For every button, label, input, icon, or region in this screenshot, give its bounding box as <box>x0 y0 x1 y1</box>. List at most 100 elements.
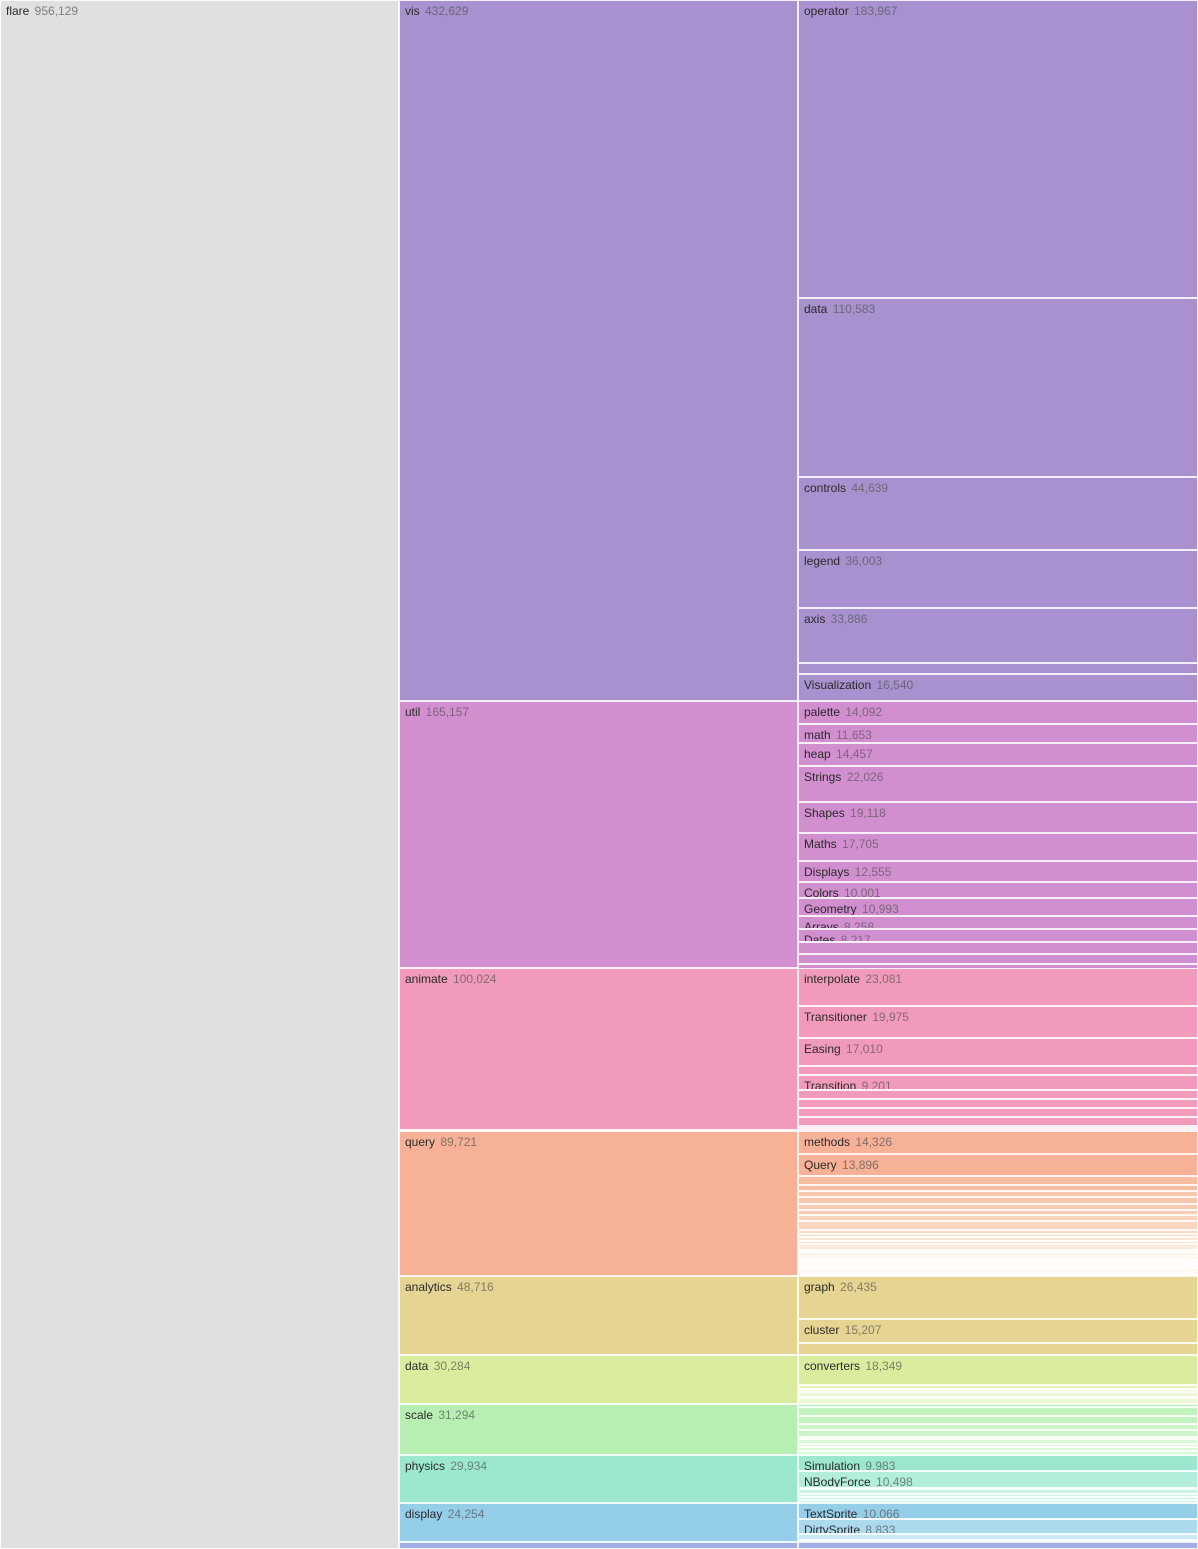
cell-name: flare <box>6 4 29 18</box>
cell-scheduler[interactable] <box>798 1090 1198 1099</box>
cell-physics[interactable]: physics 29,934 <box>399 1455 798 1503</box>
cell-value: 14,092 <box>842 705 882 719</box>
cell-controls[interactable]: controls 44,639 <box>798 477 1198 549</box>
cell-util[interactable]: util 165,157 <box>399 701 798 969</box>
cell-query[interactable]: Query 13,896 <box>798 1154 1198 1177</box>
icicle-chart: flare 956,129vis 432,629operator 183,967… <box>0 0 1198 1549</box>
cell-name: Colors <box>804 886 839 898</box>
cell-value: 165,157 <box>422 705 469 719</box>
cell-value: 89,721 <box>437 1135 477 1149</box>
cell-value: 9,201 <box>858 1079 891 1090</box>
cell-scale[interactable] <box>798 1430 1198 1437</box>
cell-value: 22,026 <box>843 770 883 784</box>
cell-geometry[interactable]: Geometry 10,993 <box>798 898 1198 916</box>
cell-interpolate[interactable]: interpolate 23,081 <box>798 968 1198 1005</box>
cell-sort[interactable] <box>798 942 1198 953</box>
cell-transitioner[interactable]: Transitioner 19,975 <box>798 1006 1198 1038</box>
cell-label: math 11,653 <box>804 728 872 742</box>
cell-name: operator <box>804 4 849 18</box>
cell-stringutil[interactable] <box>798 1197 1198 1204</box>
cell-events[interactable] <box>798 663 1198 674</box>
cell-dirtysprite[interactable]: DirtySprite 8,833 <box>798 1519 1198 1533</box>
cell-flex[interactable] <box>399 1542 798 1549</box>
cell-label: data 110,583 <box>804 302 875 316</box>
cell-legend[interactable]: legend 36,003 <box>798 550 1198 608</box>
cell-animate[interactable]: animate 100,024 <box>399 968 798 1130</box>
cell-name: math <box>804 728 831 742</box>
cell-dates[interactable]: Dates 8,217 <box>798 929 1198 942</box>
cell-data[interactable]: data 30,284 <box>399 1355 798 1404</box>
cell-dateutil[interactable] <box>798 1185 1198 1192</box>
cell-value: 18,349 <box>862 1359 902 1373</box>
cell-math[interactable]: math 11,653 <box>798 724 1198 743</box>
cell-name: interpolate <box>804 972 860 986</box>
cell-textsprite[interactable]: TextSprite 10,066 <box>798 1503 1198 1519</box>
cell-name: Strings <box>804 770 841 784</box>
cell-value: 29,934 <box>447 1459 487 1473</box>
cell-value: 24,254 <box>444 1507 484 1521</box>
cell-transition[interactable]: Transition 9,201 <box>798 1075 1198 1090</box>
cell-easing[interactable]: Easing 17,010 <box>798 1038 1198 1066</box>
cell-name: vis <box>405 4 420 18</box>
cell-visualization[interactable]: Visualization 16,540 <box>798 674 1198 701</box>
cell-name: NBodyForce <box>804 1475 871 1488</box>
cell-timescale[interactable] <box>798 1407 1198 1416</box>
cell-converters[interactable]: converters 18,349 <box>798 1355 1198 1385</box>
cell-name: Transition <box>804 1079 856 1090</box>
cell-label: Visualization 16,540 <box>804 678 913 692</box>
cell-flare[interactable]: flare 956,129 <box>0 0 399 1549</box>
cell-vis[interactable]: vis 432,629 <box>399 0 798 701</box>
cell-expression[interactable] <box>798 1176 1198 1184</box>
cell-name: Dates <box>804 933 835 942</box>
cell-value: 17,010 <box>843 1042 883 1056</box>
cell-methods[interactable]: methods 14,326 <box>798 1131 1198 1154</box>
cell-palette[interactable]: palette 14,092 <box>798 701 1198 724</box>
cell-value: 19,975 <box>869 1010 909 1024</box>
cell-value: 15,207 <box>841 1323 881 1337</box>
cell-tween[interactable] <box>798 1066 1198 1076</box>
cell-value: 16,540 <box>873 678 913 692</box>
cell-heap[interactable]: heap 14,457 <box>798 743 1198 766</box>
cell-arrays[interactable]: Arrays 8,258 <box>798 916 1198 929</box>
cell-value: 9,983 <box>862 1459 895 1471</box>
cell-query[interactable]: query 89,721 <box>399 1131 798 1276</box>
cell-graph[interactable]: graph 26,435 <box>798 1276 1198 1319</box>
cell-label: axis 33,886 <box>804 612 867 626</box>
cell-label: Transition 9,201 <box>804 1079 892 1090</box>
cell-nbodyforce[interactable]: NBodyForce 10,498 <box>798 1471 1198 1488</box>
cell-display[interactable]: display 24,254 <box>399 1503 798 1542</box>
cell-quantitativescale[interactable] <box>798 1416 1198 1424</box>
cell-name: data <box>804 302 827 316</box>
cell-cluster[interactable]: cluster 15,207 <box>798 1319 1198 1344</box>
cell-strings[interactable]: Strings 22,026 <box>798 766 1198 802</box>
cell-simulation[interactable]: Simulation 9,983 <box>798 1455 1198 1471</box>
cell-parallel[interactable] <box>798 1108 1198 1116</box>
cell-label: Displays 12,555 <box>804 865 891 879</box>
cell-value: 183,967 <box>851 4 898 18</box>
cell-shapes[interactable]: Shapes 19,118 <box>798 802 1198 833</box>
cell-colors[interactable]: Colors 10,001 <box>798 882 1198 898</box>
cell-maths[interactable]: Maths 17,705 <box>798 833 1198 862</box>
cell-comparison[interactable] <box>798 1221 1198 1229</box>
cell-label: data 30,284 <box>405 1359 470 1373</box>
cell-scale[interactable]: scale 31,294 <box>399 1404 798 1455</box>
cell-stats[interactable] <box>798 954 1198 965</box>
cell-functionsequence[interactable] <box>798 1117 1198 1126</box>
cell-value: 956,129 <box>31 4 78 18</box>
cell-value: 10,001 <box>841 886 881 898</box>
cell-data[interactable]: data 110,583 <box>798 298 1198 477</box>
cell-value: 36,003 <box>842 554 882 568</box>
cell-flarevis[interactable] <box>798 1542 1198 1549</box>
cell-optimization[interactable] <box>798 1343 1198 1354</box>
cell-name: scale <box>405 1408 433 1422</box>
cell-analytics[interactable]: analytics 48,716 <box>399 1276 798 1355</box>
cell-operator[interactable]: operator 183,967 <box>798 0 1198 298</box>
cell-label: Maths 17,705 <box>804 837 879 851</box>
cell-sequence[interactable] <box>798 1099 1198 1108</box>
cell-label: Colors 10,001 <box>804 886 881 898</box>
cell-value: 33,886 <box>827 612 867 626</box>
cell-name: axis <box>804 612 825 626</box>
cell-displays[interactable]: Displays 12,555 <box>798 861 1198 881</box>
cell-name: data <box>405 1359 428 1373</box>
cell-axis[interactable]: axis 33,886 <box>798 608 1198 663</box>
